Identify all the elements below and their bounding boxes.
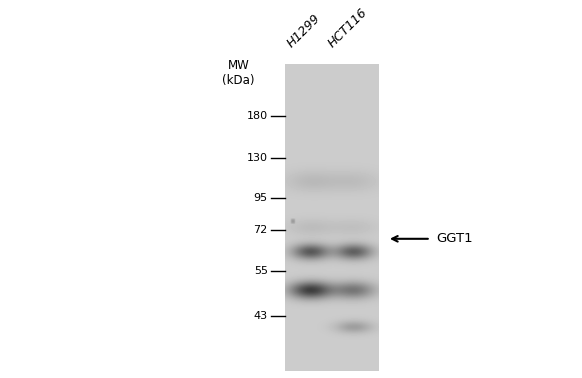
Text: 72: 72 bbox=[254, 225, 268, 235]
Text: 43: 43 bbox=[254, 311, 268, 321]
Text: 55: 55 bbox=[254, 266, 268, 276]
Text: MW
(kDa): MW (kDa) bbox=[222, 59, 255, 87]
Text: 130: 130 bbox=[247, 153, 268, 164]
Text: HCT116: HCT116 bbox=[325, 5, 370, 50]
Text: 180: 180 bbox=[247, 111, 268, 121]
Text: 95: 95 bbox=[254, 193, 268, 203]
Text: GGT1: GGT1 bbox=[436, 232, 473, 245]
Text: H1299: H1299 bbox=[285, 11, 323, 50]
